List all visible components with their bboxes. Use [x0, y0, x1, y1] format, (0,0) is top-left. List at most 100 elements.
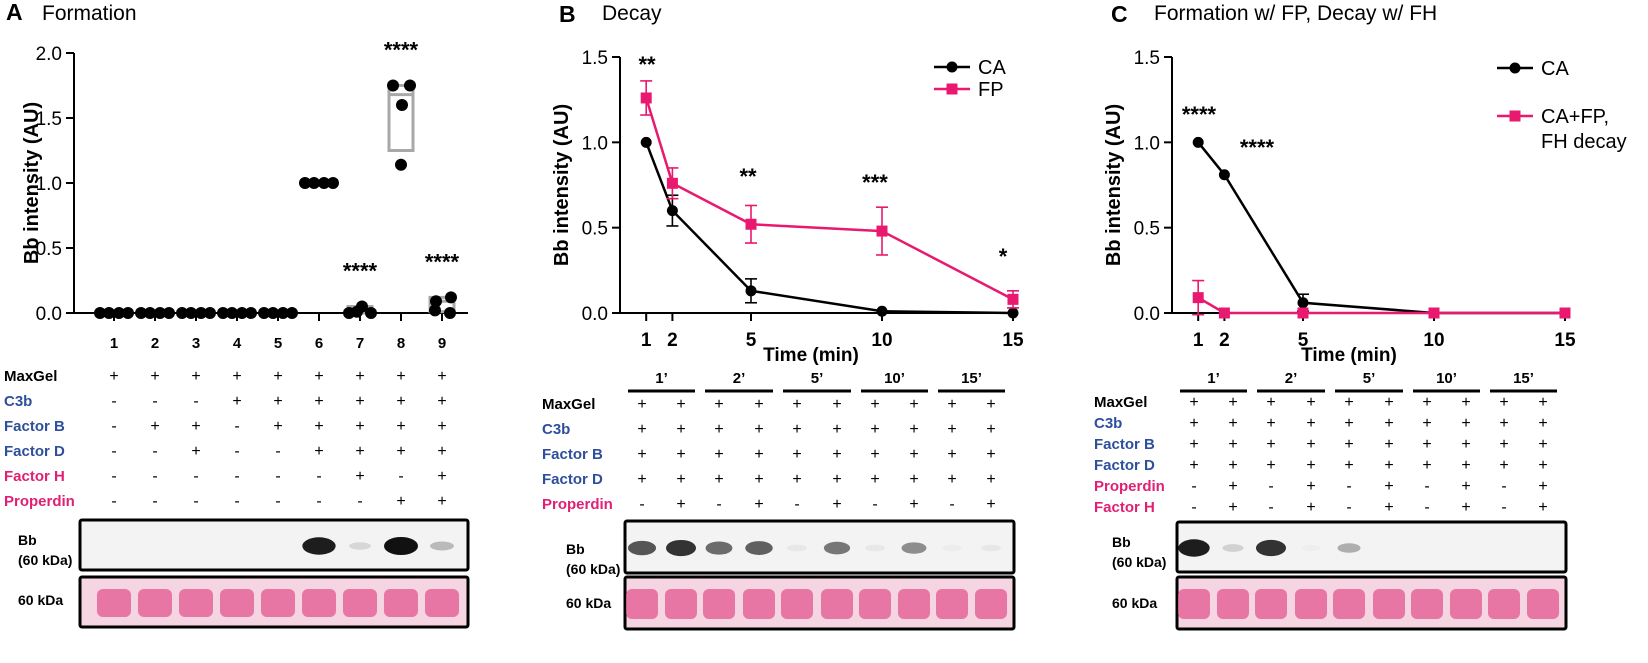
stain-band	[425, 589, 459, 617]
cell-mark: +	[1228, 394, 1237, 411]
cell-mark: -	[316, 468, 321, 485]
cell-mark: -	[357, 493, 362, 510]
series-line	[645, 97, 1014, 301]
data-point	[396, 99, 408, 111]
stain-band	[1411, 589, 1443, 619]
cell-mark: -	[234, 443, 239, 460]
cell-mark: +	[870, 471, 879, 488]
cell-mark: +	[909, 396, 918, 413]
cell-mark: +	[1344, 457, 1353, 474]
bb-band	[348, 542, 372, 550]
cell-mark: +	[832, 396, 841, 413]
cell-mark: +	[1538, 499, 1547, 516]
cell-mark: -	[1268, 499, 1273, 516]
cell-mark: +	[1189, 457, 1198, 474]
cell-mark: +	[1422, 457, 1431, 474]
y-axis-label: Bb intensity (AU)	[551, 104, 573, 266]
data-point	[299, 177, 311, 189]
data-point	[351, 305, 363, 318]
cell-mark: +	[1461, 457, 1470, 474]
row-label: Factor B	[4, 418, 65, 435]
timepoint-label: 2’	[1285, 370, 1298, 387]
cell-mark: +	[792, 471, 801, 488]
data-point	[1192, 136, 1204, 148]
data-point	[226, 307, 238, 319]
cell-mark: +	[676, 421, 685, 438]
y-tick-label: 0.5	[1134, 219, 1160, 240]
cell-mark: +	[986, 421, 995, 438]
cell-mark: +	[1189, 394, 1198, 411]
panel-title-b: Decay	[602, 2, 662, 25]
cell-mark: -	[275, 443, 280, 460]
cell-mark: +	[754, 421, 763, 438]
cell-mark: +	[1384, 436, 1393, 453]
y-tick-label: 0.5	[582, 219, 608, 240]
stain-band	[1450, 589, 1482, 619]
cell-mark: -	[234, 468, 239, 485]
significance-label: ****	[1240, 135, 1275, 160]
data-point	[204, 307, 216, 319]
data-point	[217, 307, 229, 319]
x-tick-label: 1	[110, 335, 118, 352]
cell-mark: +	[637, 471, 646, 488]
kda-label: 60 kDa	[566, 595, 611, 611]
significance-label: ****	[1182, 102, 1217, 127]
data-point	[103, 307, 115, 319]
cell-mark: +	[832, 446, 841, 463]
data-point	[365, 307, 377, 319]
cell-mark: +	[191, 443, 200, 460]
panel-title-a: Formation	[42, 2, 137, 25]
x-tick-label: 7	[356, 335, 364, 352]
cell-mark: +	[1461, 436, 1470, 453]
bb-band	[665, 539, 697, 557]
timepoint-label: 5’	[1363, 370, 1376, 387]
data-point	[745, 285, 757, 297]
cell-mark: +	[355, 418, 364, 435]
x-tick-label: 5	[1298, 330, 1309, 351]
bb-band	[1222, 544, 1244, 552]
y-axis-label: Bb intensity (AU)	[1103, 104, 1125, 266]
cell-mark: -	[111, 468, 116, 485]
cell-mark: +	[437, 443, 446, 460]
cell-mark: +	[637, 421, 646, 438]
cell-mark: +	[1461, 415, 1470, 432]
cell-mark: +	[109, 368, 118, 385]
row-label: Factor B	[1094, 436, 1155, 453]
cell-mark: +	[1344, 394, 1353, 411]
kda-label: 60 kDa	[1112, 595, 1157, 611]
data-point	[745, 218, 757, 230]
cell-mark: -	[111, 493, 116, 510]
cell-mark: +	[273, 368, 282, 385]
x-tick-label: 5	[746, 330, 757, 351]
cell-mark: +	[832, 421, 841, 438]
data-point	[666, 177, 678, 189]
cell-mark: +	[714, 421, 723, 438]
legend-label: CA	[978, 57, 1006, 79]
cell-mark: -	[872, 496, 877, 513]
significance-label: *	[999, 244, 1008, 269]
cell-mark: +	[396, 493, 405, 510]
cell-mark: +	[437, 368, 446, 385]
stain-band	[1178, 589, 1210, 619]
stain-band	[1373, 589, 1405, 619]
row-label: MaxGel	[542, 396, 595, 413]
row-label: Properdin	[4, 493, 75, 510]
stain-band	[703, 589, 735, 619]
cell-mark: +	[232, 368, 241, 385]
cell-mark: +	[232, 393, 241, 410]
cell-mark: -	[152, 493, 157, 510]
data-point	[404, 79, 416, 92]
cell-mark: +	[832, 471, 841, 488]
bb-band	[823, 541, 851, 555]
cell-mark: +	[1228, 499, 1237, 516]
cell-mark: +	[1306, 394, 1315, 411]
blot-frame-bb	[623, 519, 1016, 575]
legend-marker	[946, 61, 958, 73]
bb-band	[787, 544, 807, 552]
y-tick-label: 0.5	[36, 239, 62, 260]
x-tick-label: 2	[667, 330, 678, 351]
series-line	[1197, 141, 1565, 315]
cell-mark: +	[1266, 394, 1275, 411]
data-point	[666, 205, 678, 217]
